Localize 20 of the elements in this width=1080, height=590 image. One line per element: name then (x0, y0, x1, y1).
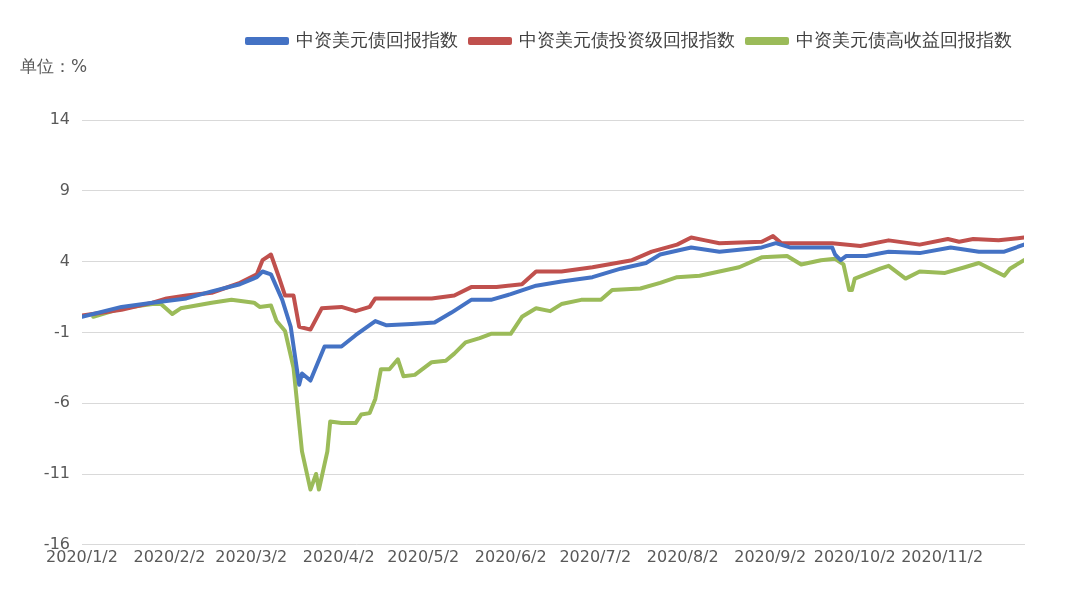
y-tick-label: 14 (49, 109, 70, 129)
y-tick-label: -11 (43, 463, 70, 483)
x-tick-label: 2020/8/2 (646, 546, 719, 566)
y-tick-label: -6 (54, 392, 70, 412)
x-tick-label: 2020/9/2 (734, 546, 807, 566)
x-tick-label: 2020/2/2 (133, 546, 206, 566)
x-tick-label: 2020/5/2 (387, 546, 460, 566)
x-tick-label: 2020/6/2 (474, 546, 547, 566)
x-tick-label: 2020/3/2 (215, 546, 288, 566)
legend-label: 中资美元债高收益回报指数 (796, 28, 1012, 50)
y-axis-title: 单位：% (20, 56, 88, 77)
legend-label: 中资美元债回报指数 (296, 28, 458, 50)
x-tick-label: 2020/7/2 (559, 546, 632, 566)
y-tick-label: 4 (59, 250, 70, 270)
y-tick-label: 9 (59, 179, 70, 199)
x-tick-label: 2020/10/2 (813, 546, 896, 566)
x-tick-label: 2020/11/2 (901, 546, 984, 566)
legend-label: 中资美元债投资级回报指数 (519, 28, 735, 50)
y-tick-label: -1 (54, 321, 70, 341)
x-tick-label: 2020/4/2 (302, 546, 375, 566)
